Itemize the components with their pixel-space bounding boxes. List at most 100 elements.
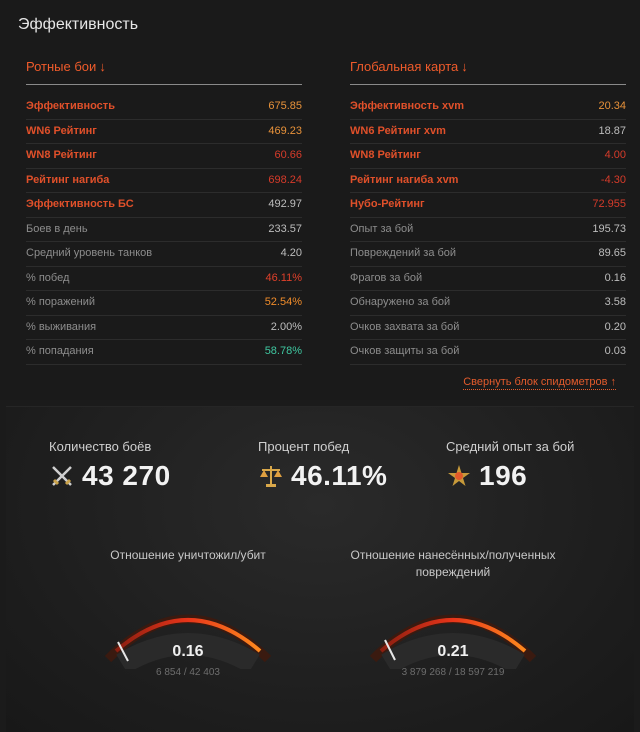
kill-death-gauge: Отношение уничтожил/убит 0.16 6 854 / 42… bbox=[68, 547, 308, 678]
stat-row-label: Очков захвата за бой bbox=[350, 320, 460, 333]
stat-row-value: 469.23 bbox=[268, 124, 302, 137]
stat-row-value: 675.85 bbox=[268, 100, 302, 112]
stat-row: Опыт за бой 195.73 bbox=[350, 218, 626, 242]
company-battles-rows: Эффективность 675.85 WN6 Рейтинг 469.23 WN8 … bbox=[26, 95, 302, 365]
stat-row-label: WN6 Рейтинг bbox=[26, 124, 97, 137]
stat-row: WN6 Рейтинг 469.23 bbox=[26, 120, 302, 144]
stat-row-label: % побед bbox=[26, 271, 70, 284]
stat-row-value: 20.34 bbox=[598, 100, 626, 112]
stat-row: Повреждений за бой 89.65 bbox=[350, 242, 626, 267]
stat-row-label: Эффективность БС bbox=[26, 198, 134, 210]
stat-row: WN8 Рейтинг 4.00 bbox=[350, 144, 626, 169]
stat-row-value: 0.20 bbox=[604, 320, 626, 333]
stat-row: % выживания 2.00% bbox=[26, 316, 302, 340]
stat-row-value: 58.78% bbox=[264, 345, 302, 357]
stat-avg-xp: Средний опыт за бой 196 bbox=[446, 439, 574, 492]
collapse-speedometers-link[interactable]: Свернуть блок спидометров ↑ bbox=[463, 376, 616, 390]
stat-row: Рейтинг нагиба xvm -4.30 bbox=[350, 169, 626, 193]
stat-row-label: % выживания bbox=[26, 320, 97, 333]
company-battles-heading-label: Ротные бои bbox=[26, 59, 97, 74]
stat-row-label: % поражений bbox=[26, 296, 95, 308]
stat-row-value: 492.97 bbox=[268, 198, 302, 210]
stat-row: Боев в день 233.57 bbox=[26, 218, 302, 242]
stat-row-label: Фрагов за бой bbox=[350, 271, 423, 284]
stat-row: Очков защиты за бой 0.03 bbox=[350, 340, 626, 365]
scales-icon bbox=[258, 463, 284, 489]
stat-winrate-value: 46.11% bbox=[291, 460, 388, 491]
stat-row-label: WN8 Рейтинг bbox=[350, 149, 421, 161]
stat-row-label: Рейтинг нагиба xvm bbox=[350, 173, 459, 186]
stat-row-value: 233.57 bbox=[268, 222, 302, 235]
damage-ratio-dial bbox=[369, 614, 537, 669]
stat-avg-xp-caption: Средний опыт за бой bbox=[446, 439, 575, 454]
damage-ratio-detail: 3 879 268 / 18 597 219 bbox=[401, 667, 505, 678]
stat-winrate-caption: Процент побед bbox=[258, 439, 350, 454]
stat-row-label: Нубо-Рейтинг bbox=[350, 198, 425, 210]
stat-row-value: -4.30 bbox=[600, 173, 626, 186]
stat-row-label: Обнаружено за бой bbox=[350, 296, 451, 308]
star-burst-icon bbox=[446, 463, 472, 489]
stat-row-value: 18.87 bbox=[598, 124, 626, 137]
stat-row-label: Эффективность bbox=[26, 100, 115, 112]
stat-row: WN6 Рейтинг xvm 18.87 bbox=[350, 120, 626, 144]
stat-row-label: WN6 Рейтинг xvm bbox=[350, 124, 446, 137]
damage-ratio-gauge: Отношение нанесённых/полученных поврежде… bbox=[333, 547, 573, 678]
stat-row-value: 52.54% bbox=[264, 296, 302, 308]
stat-row: % попадания 58.78% bbox=[26, 340, 302, 365]
stat-row: % побед 46.11% bbox=[26, 267, 303, 291]
stat-row: Фрагов за бой 0.16 bbox=[350, 267, 626, 291]
stat-row-label: Средний уровень танков bbox=[26, 247, 153, 259]
stat-row: Очков захвата за бой 0.20 bbox=[350, 316, 626, 340]
page-title: Эффективность bbox=[18, 16, 139, 33]
stat-row-value: 72.955 bbox=[592, 198, 626, 210]
stat-battles-value: 43 270 bbox=[82, 460, 171, 491]
company-battles-column: Ротные бои ↓ Эффективность 675.85 WN6 Рейти… bbox=[26, 56, 302, 365]
damage-ratio-caption: Отношение нанесённых/полученных поврежде… bbox=[350, 548, 556, 579]
stat-row: Средний уровень танков 4.20 bbox=[26, 242, 302, 267]
stat-row: Эффективность БС 492.97 bbox=[26, 193, 302, 218]
crossed-swords-icon bbox=[49, 463, 75, 489]
stat-winrate: Процент побед 46.11% bbox=[258, 439, 387, 492]
stat-row: WN8 Рейтинг 60.66 bbox=[26, 144, 302, 169]
stat-row-value: 60.66 bbox=[274, 149, 302, 161]
stat-row-label: Очков защиты за бой bbox=[350, 345, 460, 357]
stat-battles: Количество боёв 43 270 bbox=[49, 439, 171, 492]
stat-row-label: % попадания bbox=[26, 345, 94, 357]
stat-row-value: 0.03 bbox=[604, 345, 626, 357]
stat-row-label: Опыт за бой bbox=[350, 222, 414, 235]
stat-row-label: Рейтинг нагиба bbox=[26, 173, 110, 186]
stat-row: Обнаружено за бой 3.58 bbox=[350, 291, 626, 316]
stat-row-label: Эффективность xvm bbox=[350, 100, 465, 112]
stat-avg-xp-value: 196 bbox=[479, 460, 528, 491]
stat-row-value: 195.73 bbox=[592, 222, 626, 235]
stat-row-value: 2.00% bbox=[270, 320, 302, 333]
sort-down-icon: ↓ bbox=[461, 59, 468, 74]
global-map-column: Глобальная карта ↓ Эффективность xvm 20.34… bbox=[350, 56, 626, 365]
global-map-heading-label: Глобальная карта bbox=[350, 59, 459, 74]
stat-row-value: 46.11% bbox=[265, 271, 303, 284]
kill-death-detail: 6 854 / 42 403 bbox=[156, 667, 220, 678]
stat-row: Рейтинг нагиба 698.24 bbox=[26, 169, 302, 193]
global-map-rows: Эффективность xvm 20.34 WN6 Рейтинг xvm 18.… bbox=[350, 95, 626, 365]
global-map-heading[interactable]: Глобальная карта ↓ bbox=[350, 56, 626, 85]
stat-row: Эффективность 675.85 bbox=[26, 95, 302, 120]
speedometer-panel: Количество боёв 43 270 Процент побед bbox=[6, 406, 634, 732]
kill-death-value: 0.16 bbox=[172, 643, 204, 660]
stat-row-value: 3.58 bbox=[604, 296, 626, 308]
stat-row: % поражений 52.54% bbox=[26, 291, 302, 316]
stat-row-label: Боев в день bbox=[26, 222, 88, 235]
stat-row-value: 4.00 bbox=[604, 149, 626, 161]
stat-row-value: 698.24 bbox=[268, 173, 302, 186]
sort-down-icon: ↓ bbox=[99, 59, 106, 74]
kill-death-caption: Отношение уничтожил/убит bbox=[110, 548, 266, 562]
company-battles-heading[interactable]: Ротные бои ↓ bbox=[26, 56, 302, 85]
efficiency-panel: Эффективность Ротные бои ↓ Эффективность 6… bbox=[18, 16, 626, 390]
stat-row: Нубо-Рейтинг 72.955 bbox=[350, 193, 626, 218]
stat-row-label: WN8 Рейтинг bbox=[26, 149, 97, 161]
damage-ratio-value: 0.21 bbox=[437, 643, 469, 660]
stat-row-value: 4.20 bbox=[280, 247, 302, 259]
stat-row-value: 89.65 bbox=[598, 247, 626, 259]
stat-row: Эффективность xvm 20.34 bbox=[350, 95, 626, 120]
kill-death-dial bbox=[104, 614, 272, 669]
stat-row-value: 0.16 bbox=[604, 271, 626, 284]
